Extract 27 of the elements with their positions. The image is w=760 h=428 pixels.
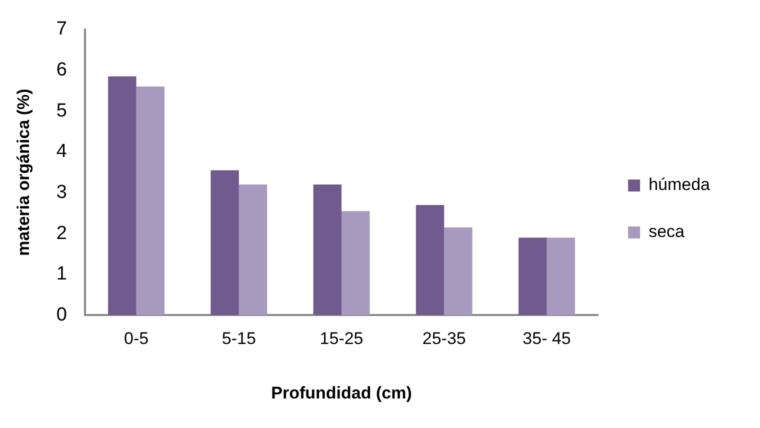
- x-axis-title: Profundidad (cm): [271, 383, 412, 402]
- x-tick-label: 15-25: [320, 329, 364, 348]
- legend-label: húmeda: [648, 175, 711, 194]
- bar: [238, 184, 268, 316]
- bar: [444, 227, 472, 316]
- bar: [342, 211, 370, 316]
- y-tick-label: 6: [56, 59, 67, 80]
- bar: [108, 76, 136, 316]
- y-tick-label: 2: [56, 222, 67, 244]
- bar: [210, 170, 239, 316]
- legend-label: seca: [648, 222, 686, 242]
- bar: [518, 238, 547, 316]
- x-tick-label: 5-15: [222, 329, 256, 348]
- x-tick-label: 35- 45: [522, 329, 571, 348]
- x-tick-label: 0-5: [124, 329, 149, 348]
- bar: [546, 238, 575, 316]
- y-axis-title: materia orgánica (%): [14, 88, 33, 256]
- y-tick-label: 5: [56, 100, 67, 122]
- y-tick-label: 1: [56, 264, 67, 285]
- bar: [416, 204, 444, 316]
- bar: [313, 184, 342, 316]
- y-tick-label: 3: [56, 182, 67, 203]
- y-tick-label: 0: [56, 304, 67, 326]
- y-tick-label: 4: [56, 141, 68, 162]
- x-tick-label: 25-35: [422, 329, 466, 348]
- bar: [136, 86, 164, 316]
- y-tick-label: 7: [56, 18, 67, 40]
